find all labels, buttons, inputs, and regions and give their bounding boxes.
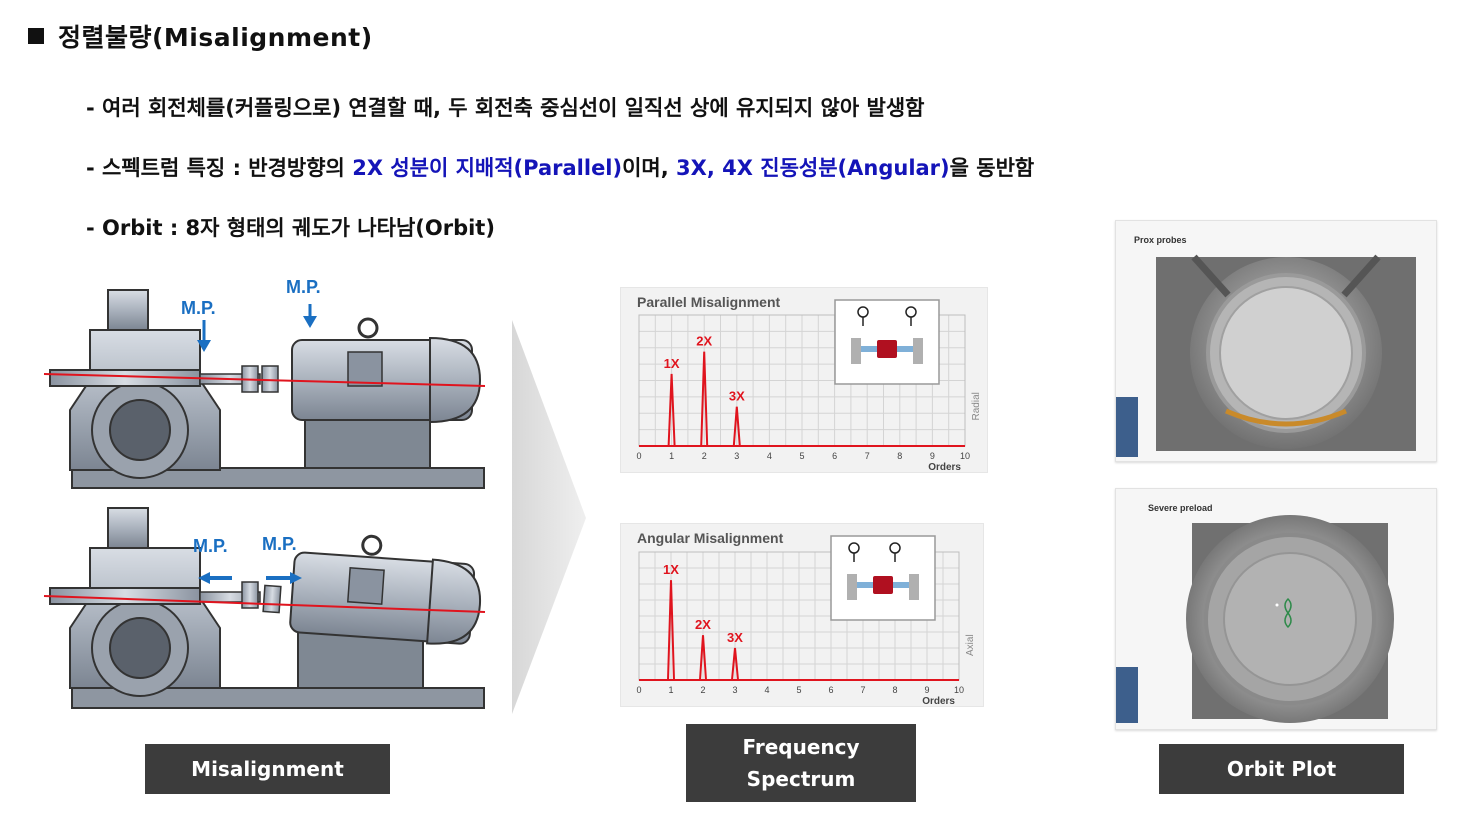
pump-motor-bottom [43,507,486,709]
label-frequency-line2: Spectrum [746,767,856,791]
bullet-orbit: - Orbit : 8자 형태의 궤도가 나타남(Orbit) [86,216,495,240]
bullet-definition: - 여러 회전체를(커플링으로) 연결할 때, 두 회전축 중심선이 일직선 상… [86,96,925,120]
peak-label-2x: 2X [695,617,711,632]
page-title: 정렬불량(Misalignment) [28,18,373,54]
x-tick-label: 9 [930,451,935,461]
bullet-spectrum-highlight-2x: 2X 성분이 지배적(Parallel) [352,156,623,180]
mobius-logo-top [1116,397,1138,457]
spectrum-peak-2x [700,351,709,447]
spectrum-title-parallel: Parallel Misalignment [637,294,781,310]
x-tick-label: 3 [734,451,739,461]
bullet-spectrum-pre: - 스펙트럼 특징 : 반경방향의 [86,156,353,180]
pump-motor-top [43,289,486,489]
orbit-image-bottom [1116,515,1394,723]
x-tick-label: 1 [668,685,673,695]
x-tick-label: 10 [954,685,964,695]
mp-arrow-top-1 [197,320,211,352]
bullet-spectrum: - 스펙트럼 특징 : 반경방향의 2X 성분이 지배적(Parallel)이며… [86,152,1034,182]
label-frequency-line1: Frequency [742,735,860,759]
orbit-figure-eight [1284,597,1292,629]
x-tick-label: 9 [924,685,929,695]
x-tick-label: 0 [636,451,641,461]
y-axis-label: Radial [971,392,982,420]
mp-label-bottom-2: M.P. [262,534,297,554]
x-tick-label: 6 [828,685,833,695]
x-tick-label: 6 [832,451,837,461]
bullet-spectrum-highlight-3x4x: 3X, 4X 진동성분(Angular) [676,156,950,180]
mp-label-bottom-1: M.P. [193,536,228,556]
x-tick-label: 0 [636,685,641,695]
spectrum-peak-1x [667,580,675,681]
x-axis-label: Orders [928,462,961,472]
x-tick-label: 7 [865,451,870,461]
x-axis-label: Orders [922,696,955,706]
coupling-inset-diagram [834,299,940,385]
mp-label-top-1: M.P. [181,298,216,318]
bullet-spectrum-post: 을 동반함 [949,156,1035,180]
x-tick-label: 4 [764,685,769,695]
label-orbit-plot: Orbit Plot [1159,744,1404,794]
label-misalignment: Misalignment [145,744,390,794]
flow-chevron-icon [512,320,586,714]
mp-arrow-bottom-left [198,572,232,584]
x-tick-label: 2 [700,685,705,695]
spectrum-chart-angular: Angular Misalignment 1X 2X 3X 0 1 2 3 4 5 6 7 8 9 10 O… [620,523,984,707]
x-tick-label: 1 [669,451,674,461]
mp-arrow-top-2 [303,304,317,328]
y-axis-label: Axial [965,634,976,656]
orbit-title-bottom: Severe preload [1148,503,1213,513]
x-tick-label: 3 [732,685,737,695]
spectrum-peak-3x [731,647,739,681]
mp-label-top-2: M.P. [286,277,321,297]
orbit-image-top [1116,254,1416,457]
x-tick-label: 2 [702,451,707,461]
x-tick-label: 5 [799,451,804,461]
peak-label-3x: 3X [727,630,743,645]
bullet-spectrum-mid: 이며, [622,156,677,180]
mobius-logo-bottom [1116,667,1138,723]
spectrum-chart-parallel: Parallel Misalignment 1X 2X 3X 0 1 2 3 4 5 6 7 8 9 10… [620,287,988,473]
page-title-text: 정렬불량(Misalignment) [58,23,373,52]
x-tick-label: 8 [897,451,902,461]
peak-label-3x: 3X [729,389,745,404]
misalignment-illustration [43,289,486,709]
x-tick-label: 4 [767,451,772,461]
orbit-panel-bottom: Severe preload [1115,488,1437,730]
x-tick-label: 8 [892,685,897,695]
peak-label-2x: 2X [696,334,712,349]
spectrum-peak-2x [699,635,707,681]
orbit-panel-top: Prox probes [1115,220,1437,462]
orbit-title-top: Prox probes [1134,235,1187,245]
peak-label-1x: 1X [663,562,679,577]
spectrum-peak-3x [732,406,741,447]
x-tick-label: 10 [960,451,970,461]
spectrum-title-angular: Angular Misalignment [637,530,784,546]
x-tick-label: 5 [796,685,801,695]
mp-arrow-bottom-right [266,572,302,584]
square-bullet-icon [28,28,44,44]
spectrum-peak-1x [667,373,676,447]
x-tick-label: 7 [860,685,865,695]
peak-label-1x: 1X [664,356,680,371]
label-frequency-spectrum: Frequency Spectrum [686,724,916,802]
coupling-inset-diagram [830,535,936,621]
